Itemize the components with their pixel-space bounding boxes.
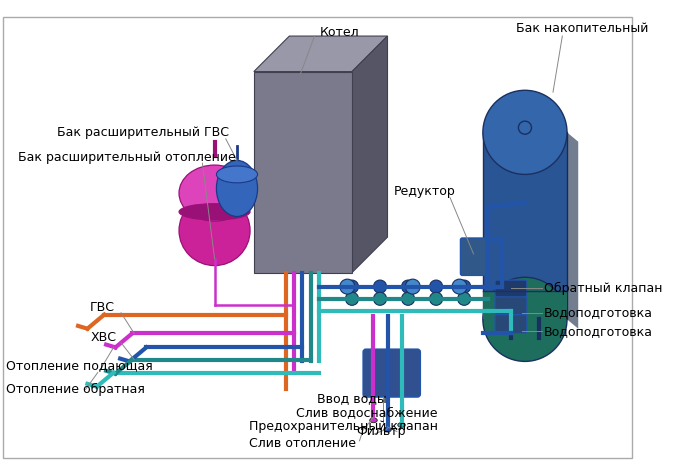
Text: Слив водоснабжение: Слив водоснабжение	[296, 407, 437, 419]
Circle shape	[458, 280, 471, 293]
Circle shape	[345, 292, 359, 305]
Text: ГВС: ГВС	[90, 301, 115, 314]
Circle shape	[374, 280, 386, 293]
Ellipse shape	[179, 204, 250, 220]
FancyBboxPatch shape	[495, 280, 527, 297]
Ellipse shape	[483, 277, 567, 361]
Polygon shape	[254, 71, 352, 273]
Text: Бак расширительный ГВС: Бак расширительный ГВС	[58, 126, 229, 139]
Polygon shape	[254, 36, 388, 71]
Ellipse shape	[179, 196, 250, 266]
Circle shape	[452, 279, 467, 294]
Circle shape	[374, 292, 386, 305]
Text: Водоподготовка: Водоподготовка	[544, 306, 653, 319]
Text: Ввод воды: Ввод воды	[317, 392, 387, 405]
Circle shape	[430, 292, 443, 305]
Ellipse shape	[179, 165, 250, 221]
Text: ХВС: ХВС	[90, 331, 116, 344]
FancyBboxPatch shape	[495, 315, 527, 333]
Circle shape	[340, 279, 355, 294]
Text: Котел: Котел	[319, 26, 359, 39]
Ellipse shape	[216, 166, 258, 183]
Polygon shape	[567, 132, 578, 329]
Ellipse shape	[216, 160, 258, 217]
Circle shape	[458, 292, 471, 305]
FancyBboxPatch shape	[495, 296, 527, 315]
Text: Водоподготовка: Водоподготовка	[544, 325, 653, 338]
Text: Бак расширительный отопление: Бак расширительный отопление	[18, 151, 236, 164]
Ellipse shape	[483, 90, 567, 174]
Text: Предохранительный клапан: Предохранительный клапан	[249, 420, 438, 433]
FancyBboxPatch shape	[363, 349, 420, 397]
Text: Бак накопительный: Бак накопительный	[515, 22, 648, 35]
Circle shape	[401, 280, 415, 293]
FancyBboxPatch shape	[483, 132, 567, 319]
Text: Отопление подающая: Отопление подающая	[6, 359, 153, 373]
Text: Фильтр: Фильтр	[357, 425, 406, 438]
Text: Слив отопление: Слив отопление	[249, 437, 356, 450]
Circle shape	[345, 280, 359, 293]
Polygon shape	[352, 36, 388, 273]
Ellipse shape	[384, 427, 391, 432]
Ellipse shape	[370, 418, 377, 423]
FancyBboxPatch shape	[483, 291, 567, 319]
Circle shape	[401, 292, 415, 305]
Circle shape	[405, 279, 420, 294]
Text: Редуктор: Редуктор	[394, 185, 456, 198]
Ellipse shape	[398, 423, 405, 427]
Text: Обратный клапан: Обратный клапан	[544, 282, 662, 295]
FancyBboxPatch shape	[460, 238, 487, 276]
Text: Отопление обратная: Отопление обратная	[6, 383, 145, 396]
Circle shape	[430, 280, 443, 293]
